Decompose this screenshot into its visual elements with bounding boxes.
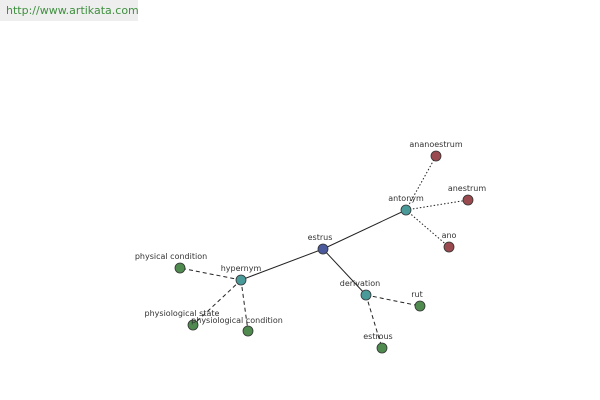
node-label: ananoestrum xyxy=(409,140,462,149)
edge xyxy=(179,267,242,281)
edge xyxy=(365,294,421,307)
node-label: antonym xyxy=(388,194,424,203)
node-label: estrus xyxy=(308,233,333,242)
edge xyxy=(322,248,367,296)
edge xyxy=(192,279,242,326)
site-url[interactable]: http://www.artikata.com xyxy=(0,0,139,21)
edge xyxy=(365,294,383,349)
edge xyxy=(405,155,437,211)
edge xyxy=(240,248,324,281)
node-label: anestrum xyxy=(448,184,487,193)
node-label: physical condition xyxy=(135,252,207,261)
node xyxy=(235,274,247,286)
node-label: derivation xyxy=(340,279,380,288)
node xyxy=(430,150,442,162)
node xyxy=(242,325,254,337)
node xyxy=(462,194,474,206)
edge xyxy=(322,209,407,250)
edge xyxy=(240,279,249,332)
node-label: physiological state xyxy=(145,309,220,318)
edge xyxy=(405,209,450,248)
node-label: estrous xyxy=(363,332,392,341)
node xyxy=(414,300,426,312)
node xyxy=(360,289,372,301)
node-label: physiological condition xyxy=(191,316,283,325)
node-label: rut xyxy=(411,290,423,299)
node-label: hypernym xyxy=(221,264,262,273)
edge xyxy=(405,199,469,211)
node xyxy=(400,204,412,216)
node xyxy=(376,342,388,354)
node xyxy=(443,241,455,253)
node xyxy=(187,319,199,331)
node xyxy=(174,262,186,274)
node xyxy=(317,243,329,255)
node-label: ano xyxy=(442,231,457,240)
